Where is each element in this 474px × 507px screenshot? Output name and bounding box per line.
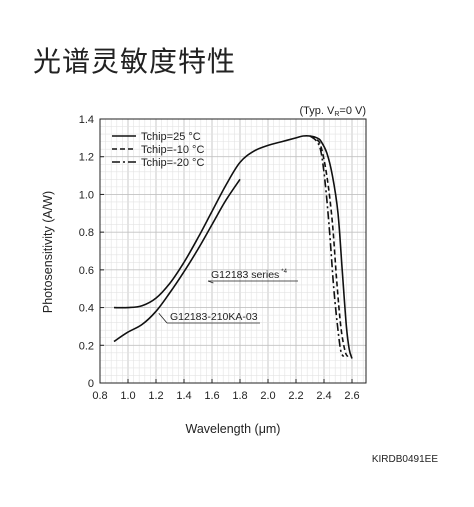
document-code: KIRDB0491EE — [372, 454, 438, 465]
annotations: G12183 series *4 G12183-210KA-03 — [158, 269, 298, 324]
series-line — [113, 178, 241, 343]
plot-frame — [99, 118, 367, 384]
x-tick-label: 1.6 — [204, 390, 219, 402]
legend-label: Tchip=-10 °C — [141, 144, 204, 156]
y-tick-label: 0 — [88, 378, 94, 390]
y-tick-label: 0.8 — [79, 227, 94, 239]
x-axis-title: Wavelength (μm) — [186, 422, 281, 436]
axis-ticks: 0.8 1.0 1.2 1.4 1.6 1.8 2.0 2.2 2.4 2.6 0 0.2 0.4 0.6… — [79, 114, 360, 402]
grid — [100, 119, 366, 383]
x-tick-label: 1.2 — [148, 390, 163, 402]
page-title: 光谱灵敏度特性 — [33, 45, 237, 78]
series-line — [309, 135, 349, 358]
y-tick-label: 0.2 — [79, 340, 94, 352]
series-lines — [113, 134, 353, 359]
legend-label: Tchip=-20 °C — [141, 157, 204, 169]
series-line — [113, 134, 353, 359]
x-tick-label: 2.0 — [260, 390, 275, 402]
x-tick-label: 1.8 — [232, 390, 247, 402]
x-tick-label: 1.4 — [176, 390, 191, 402]
x-tick-label: 2.4 — [316, 390, 331, 402]
series-line — [309, 135, 345, 358]
y-tick-label: 0.4 — [79, 303, 94, 315]
y-tick-label: 0.6 — [79, 265, 94, 277]
x-tick-label: 0.8 — [92, 390, 107, 402]
condition-note: (Typ. VR=0 V) — [299, 105, 366, 118]
x-tick-label: 1.0 — [120, 390, 135, 402]
legend-label: Tchip=25 °C — [141, 131, 201, 143]
annotation-leader — [158, 312, 168, 324]
x-tick-label: 2.6 — [344, 390, 359, 402]
y-axis-title: Photosensitivity (A/W) — [41, 191, 55, 313]
y-tick-label: 1.0 — [79, 189, 94, 201]
y-tick-label: 1.4 — [79, 114, 94, 126]
x-tick-label: 2.2 — [288, 390, 303, 402]
annotation-label: G12183 series *4 — [211, 269, 288, 281]
y-tick-label: 1.2 — [79, 152, 94, 164]
annotation-label: G12183-210KA-03 — [170, 311, 258, 323]
